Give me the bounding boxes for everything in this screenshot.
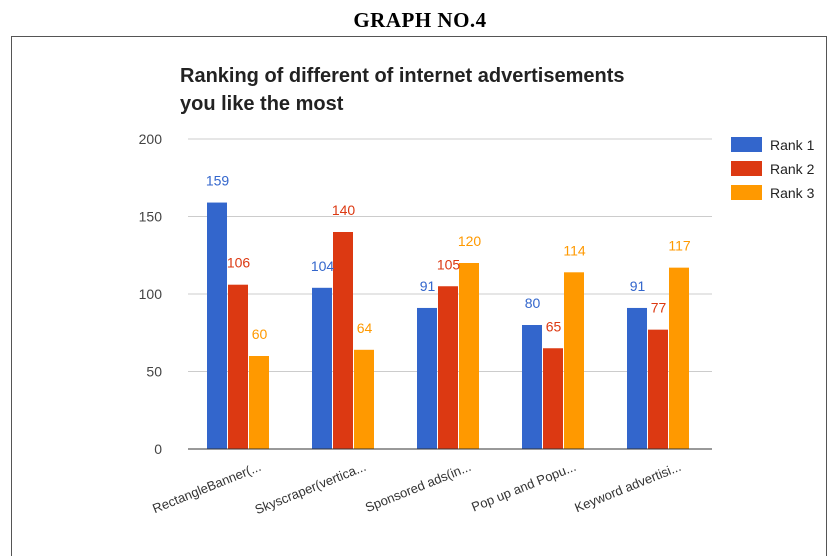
data-label: 60 <box>252 326 268 342</box>
category-label: Keyword advertisi... <box>572 459 683 515</box>
bar <box>354 349 374 449</box>
chart-title-line: you like the most <box>180 93 344 115</box>
category-label: Skyscraper(vertica... <box>253 459 368 517</box>
y-tick-label: 150 <box>139 209 163 225</box>
legend: Rank 1 Rank 2 Rank 3 <box>731 137 815 201</box>
page-heading: GRAPH NO.4 <box>353 8 487 32</box>
bar <box>207 202 227 449</box>
y-tick-label: 50 <box>146 364 162 380</box>
bar <box>627 307 647 449</box>
data-label: 114 <box>563 242 586 258</box>
legend-entry: Rank 1 <box>770 137 815 153</box>
bar <box>438 286 458 449</box>
legend-entry: Rank 3 <box>770 185 815 201</box>
bar <box>459 263 479 449</box>
data-label: 117 <box>668 238 691 254</box>
chart-frame <box>11 36 827 556</box>
legend-entry: Rank 2 <box>770 161 815 177</box>
legend-swatch <box>731 161 762 176</box>
y-tick-label: 0 <box>154 441 162 457</box>
bar <box>564 272 584 449</box>
bar <box>333 232 353 449</box>
bar <box>669 267 689 449</box>
chart-title: Ranking of different of internet adverti… <box>180 65 625 115</box>
data-label: 159 <box>206 173 230 189</box>
bar <box>648 329 668 449</box>
legend-swatch <box>731 185 762 200</box>
bar <box>312 287 332 449</box>
bar <box>522 325 542 449</box>
data-label: 80 <box>525 295 541 311</box>
data-label: 65 <box>546 318 562 334</box>
y-tick-label: 200 <box>139 131 163 147</box>
data-label: 106 <box>227 255 251 271</box>
data-label: 140 <box>332 202 356 218</box>
category-label: RectangleBanner(... <box>150 459 263 516</box>
data-label: 120 <box>458 233 482 249</box>
data-label: 64 <box>357 320 373 336</box>
bar <box>417 307 437 449</box>
data-label: 77 <box>651 300 667 316</box>
category-label: Sponsored ads(in... <box>363 459 473 515</box>
legend-swatch <box>731 137 762 152</box>
category-label: Pop up and Popu... <box>469 459 578 515</box>
bar <box>249 356 269 449</box>
data-label: 91 <box>630 278 646 294</box>
bar <box>543 348 563 449</box>
data-label: 105 <box>437 256 461 272</box>
bar <box>228 284 248 449</box>
y-tick-label: 100 <box>139 286 163 302</box>
data-label: 91 <box>420 278 436 294</box>
bars <box>207 202 689 449</box>
data-label: 104 <box>311 258 335 274</box>
chart-title-line: Ranking of different of internet adverti… <box>180 65 625 87</box>
